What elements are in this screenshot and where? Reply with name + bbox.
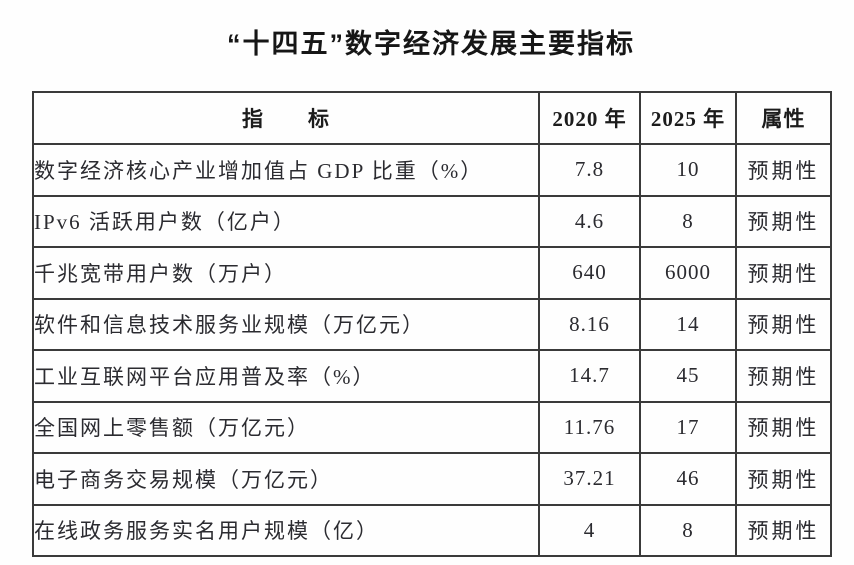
table-row: 软件和信息技术服务业规模（万亿元） 8.16 14 预期性	[32, 297, 832, 351]
value-2025-cell: 8	[639, 503, 737, 557]
value-2020-cell: 640	[538, 246, 641, 300]
table-row: 电子商务交易规模（万亿元） 37.21 46 预期性	[32, 452, 832, 506]
indicator-cell: 千兆宽带用户数（万户）	[32, 246, 540, 300]
page-title: “十四五”数字经济发展主要指标	[227, 29, 635, 59]
value-2020-cell: 11.76	[538, 400, 641, 454]
table-row: 千兆宽带用户数（万户） 640 6000 预期性	[32, 246, 832, 300]
indicator-cell: 电子商务交易规模（万亿元）	[32, 452, 540, 506]
value-2020-cell: 14.7	[538, 349, 641, 403]
indicator-cell: 全国网上零售额（万亿元）	[32, 400, 540, 454]
table-row: 工业互联网平台应用普及率（%） 14.7 45 预期性	[32, 349, 832, 403]
indicator-cell: IPv6 活跃用户数（亿户）	[32, 194, 540, 248]
indicator-cell: 数字经济核心产业增加值占 GDP 比重（%）	[32, 143, 540, 197]
value-2020-cell: 37.21	[538, 452, 641, 506]
indicator-cell: 在线政务服务实名用户规模（亿）	[32, 503, 540, 557]
table-row: IPv6 活跃用户数（亿户） 4.6 8 预期性	[32, 194, 832, 248]
value-2025-cell: 8	[639, 194, 737, 248]
indicator-cell: 软件和信息技术服务业规模（万亿元）	[32, 297, 540, 351]
value-2025-cell: 45	[639, 349, 737, 403]
value-2020-cell: 4	[538, 503, 641, 557]
indicator-cell: 工业互联网平台应用普及率（%）	[32, 349, 540, 403]
column-header-2025: 2025 年	[639, 91, 737, 145]
attribute-cell: 预期性	[735, 143, 832, 197]
attribute-cell: 预期性	[735, 194, 832, 248]
value-2020-cell: 7.8	[538, 143, 641, 197]
table-row: 全国网上零售额（万亿元） 11.76 17 预期性	[32, 400, 832, 454]
attribute-cell: 预期性	[735, 400, 832, 454]
value-2025-cell: 17	[639, 400, 737, 454]
table-header-row: 指 标 2020 年 2025 年 属性	[32, 91, 832, 145]
value-2025-cell: 10	[639, 143, 737, 197]
column-header-2020: 2020 年	[538, 91, 641, 145]
value-2025-cell: 14	[639, 297, 737, 351]
attribute-cell: 预期性	[735, 452, 832, 506]
value-2025-cell: 6000	[639, 246, 737, 300]
column-header-attribute: 属性	[735, 91, 832, 145]
attribute-cell: 预期性	[735, 503, 832, 557]
indicators-table: 指 标 2020 年 2025 年 属性 数字经济核心产业增加值占 GDP 比重…	[32, 91, 832, 557]
attribute-cell: 预期性	[735, 297, 832, 351]
column-header-indicator: 指 标	[32, 91, 540, 145]
attribute-cell: 预期性	[735, 246, 832, 300]
attribute-cell: 预期性	[735, 349, 832, 403]
value-2020-cell: 8.16	[538, 297, 641, 351]
value-2025-cell: 46	[639, 452, 737, 506]
table-row: 数字经济核心产业增加值占 GDP 比重（%） 7.8 10 预期性	[32, 143, 832, 197]
table-row: 在线政务服务实名用户规模（亿） 4 8 预期性	[32, 503, 832, 557]
value-2020-cell: 4.6	[538, 194, 641, 248]
